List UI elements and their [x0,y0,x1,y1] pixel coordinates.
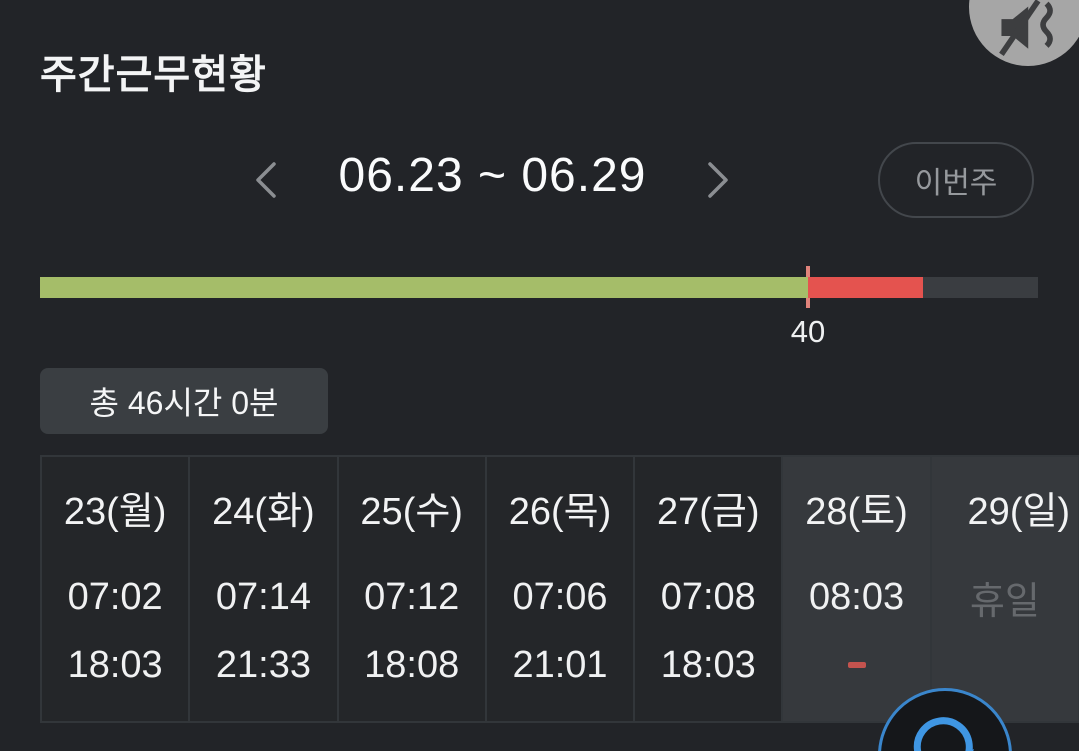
check-in-time: 07:06 [512,575,608,618]
check-in-time: 07:08 [660,575,756,618]
check-in-time: 07:02 [67,575,163,618]
check-out-time: 18:03 [660,643,756,686]
day-column[interactable]: 27(금) 07:08 18:03 [635,457,784,721]
check-out-time: 18:08 [364,643,460,686]
check-in-time: 07:14 [215,575,311,618]
week-range-label: 06.23 ~ 06.29 [338,149,647,202]
progress-track [40,277,1038,298]
day-column[interactable]: 29(일) 휴일 [931,457,1078,721]
day-column[interactable]: 24(화) 07:14 21:33 [190,457,339,721]
day-column[interactable]: 23(월) 07:02 18:03 [42,457,191,721]
check-out-time: 21:33 [215,643,311,686]
prev-week-button[interactable] [248,158,284,202]
day-header: 28(토) [805,490,908,533]
day-column[interactable]: 28(토) 08:03 [783,457,932,721]
day-header: 27(금) [656,490,760,533]
missing-checkout-dash [847,662,866,668]
standard-hours-label: 40 [790,314,826,349]
day-header: 23(월) [63,490,167,533]
day-header: 24(화) [212,490,315,533]
total-hours-badge: 총 46시간 0분 [40,368,328,434]
week-table: 23(월) 07:02 18:03 24(화) 07:14 21:33 25(수… [40,455,1079,723]
weekly-hours-progress-bar [40,266,1038,308]
day-column[interactable]: 26(목) 07:06 21:01 [487,457,636,721]
this-week-button[interactable]: 이번주 [878,142,1034,218]
check-out-time: 18:03 [67,643,163,686]
next-week-button[interactable] [700,158,736,202]
progress-overtime-segment [808,277,923,298]
day-header: 26(목) [508,490,612,533]
check-out-time: 21:01 [512,643,608,686]
check-out-time [783,637,929,693]
check-in-time: 07:12 [364,575,460,618]
check-in-time: 08:03 [809,575,905,618]
page-title: 주간근무현황 [40,53,267,97]
chevron-left-icon [248,158,284,202]
day-header: 29(일) [967,490,1071,533]
day-column[interactable]: 25(수) 07:12 18:08 [339,457,487,721]
progress-standard-segment [40,277,808,298]
chevron-right-icon [700,158,736,202]
vibrate-mute-button[interactable] [969,0,1079,66]
check-in-time: 휴일 [969,580,1040,623]
check-out-time [932,637,1078,693]
day-header: 25(수) [360,490,463,533]
